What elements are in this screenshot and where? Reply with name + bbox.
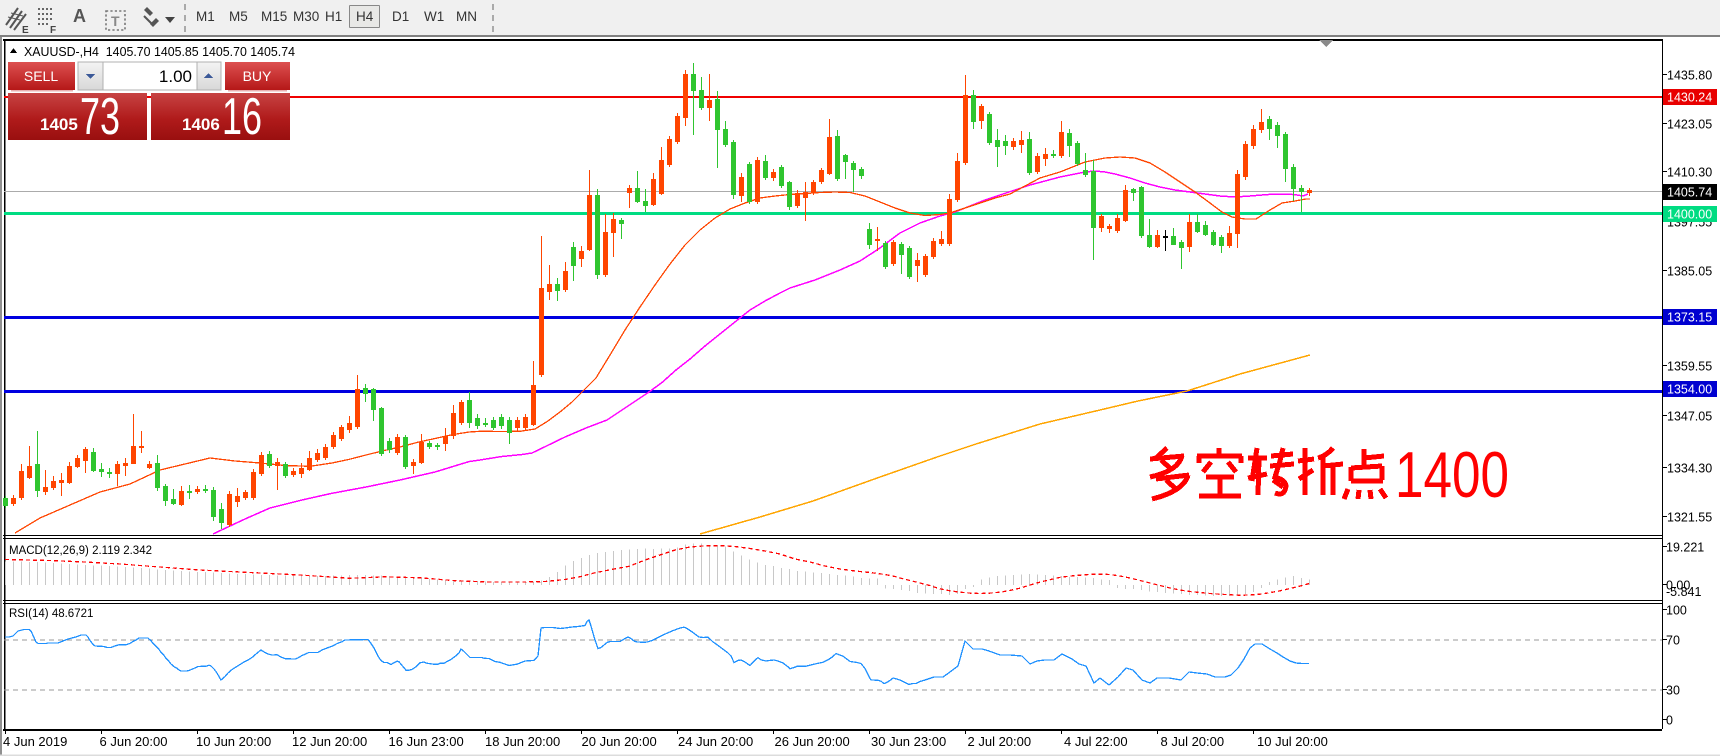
svg-text:1321.55: 1321.55 (1667, 511, 1712, 525)
svg-text:E: E (22, 25, 29, 33)
svg-text:30 Jun 23:00: 30 Jun 23:00 (871, 734, 946, 749)
svg-text:100: 100 (1666, 604, 1687, 618)
svg-text:19.221: 19.221 (1666, 541, 1704, 555)
svg-text:2 Jul 20:00: 2 Jul 20:00 (968, 734, 1032, 749)
svg-text:20 Jun 20:00: 20 Jun 20:00 (582, 734, 657, 749)
svg-text:XAUUSD-,H4 1405.70 1405.85 14: XAUUSD-,H4 1405.70 1405.85 1405.70 1405.… (24, 44, 295, 59)
svg-text:1406: 1406 (182, 115, 220, 134)
svg-text:70: 70 (1666, 634, 1680, 648)
svg-text:1347.05: 1347.05 (1667, 410, 1712, 424)
svg-text:1385.05: 1385.05 (1667, 265, 1712, 279)
svg-text:1423.05: 1423.05 (1667, 118, 1712, 132)
svg-text:1435.80: 1435.80 (1667, 69, 1712, 83)
svg-text:RSI(14) 48.6721: RSI(14) 48.6721 (9, 608, 93, 620)
svg-text:0: 0 (1666, 714, 1673, 728)
svg-text:4 Jun 2019: 4 Jun 2019 (3, 734, 67, 749)
svg-text:1430.24: 1430.24 (1667, 91, 1712, 105)
svg-text:1410.30: 1410.30 (1667, 166, 1712, 180)
svg-text:BUY: BUY (243, 68, 272, 84)
svg-text:1400: 1400 (1395, 438, 1509, 511)
svg-text:0.00: 0.00 (1666, 579, 1690, 593)
svg-text:MACD(12,26,9) 2.119 2.342: MACD(12,26,9) 2.119 2.342 (9, 545, 152, 557)
svg-text:10 Jul 20:00: 10 Jul 20:00 (1257, 734, 1328, 749)
svg-text:1405.74: 1405.74 (1667, 186, 1712, 200)
svg-text:1334.30: 1334.30 (1667, 462, 1712, 476)
svg-text:-5.841: -5.841 (1666, 585, 1701, 599)
svg-text:1400.00: 1400.00 (1667, 208, 1712, 222)
svg-text:12 Jun 20:00: 12 Jun 20:00 (292, 734, 367, 749)
svg-text:30: 30 (1666, 684, 1680, 698)
svg-text:SELL: SELL (24, 68, 58, 84)
svg-text:10 Jun 20:00: 10 Jun 20:00 (196, 734, 271, 749)
svg-text:4 Jul 22:00: 4 Jul 22:00 (1064, 734, 1128, 749)
svg-text:1354.00: 1354.00 (1667, 383, 1712, 397)
svg-text:24 Jun 20:00: 24 Jun 20:00 (678, 734, 753, 749)
svg-text:6 Jun 20:00: 6 Jun 20:00 (100, 734, 168, 749)
svg-text:8 Jul 20:00: 8 Jul 20:00 (1161, 734, 1225, 749)
svg-text:F: F (50, 25, 56, 33)
svg-text:T: T (111, 13, 120, 29)
svg-text:1359.55: 1359.55 (1667, 360, 1712, 374)
svg-text:16 Jun 23:00: 16 Jun 23:00 (389, 734, 464, 749)
svg-text:1373.15: 1373.15 (1667, 311, 1712, 325)
svg-text:16: 16 (222, 88, 262, 146)
svg-text:1405: 1405 (40, 115, 78, 134)
svg-text:73: 73 (80, 88, 120, 146)
svg-text:1.00: 1.00 (159, 67, 192, 86)
svg-text:26 Jun 20:00: 26 Jun 20:00 (775, 734, 850, 749)
svg-text:18 Jun 20:00: 18 Jun 20:00 (485, 734, 560, 749)
